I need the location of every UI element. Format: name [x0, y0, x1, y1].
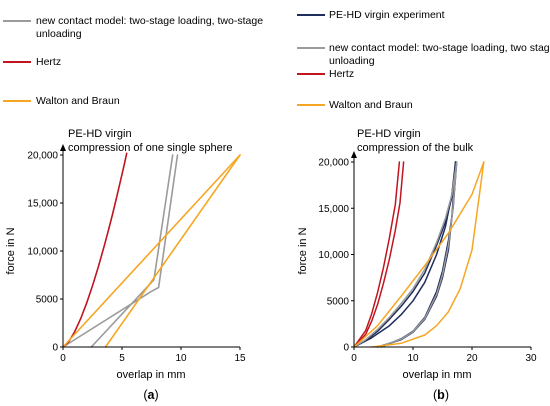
y-axis-label-a: force in N — [5, 227, 17, 274]
y-tick-label: 20,000 — [318, 158, 349, 169]
legend-label: Walton and Braun — [329, 99, 413, 111]
plot-area-b: 0 10 20 30 0 5000 10,000 15,000 20,000 — [318, 151, 537, 364]
series-line-b-6 — [353, 161, 401, 348]
x-tick-label: 15 — [234, 353, 246, 364]
series-line-a-2 — [62, 227, 110, 348]
y-axis-arrow-a — [60, 144, 66, 151]
chart-title-b: PE-HD virgin — [357, 128, 421, 140]
series-line-b-3 — [380, 161, 458, 348]
legend-entry: Hertz — [3, 56, 61, 68]
caption-letter-a: a — [148, 388, 156, 402]
caption-letter-b: b — [437, 388, 445, 402]
y-tick-label: 15,000 — [318, 204, 349, 215]
caption-paren-open: ( — [143, 388, 148, 402]
series-line-a-5 — [104, 154, 241, 348]
panel-caption-b: (b) — [433, 388, 449, 402]
panel-caption-a: (a) — [143, 388, 158, 402]
series-line-a-0 — [62, 154, 179, 348]
chart-subtitle-a: compression of one single sphere — [68, 142, 232, 154]
legend-a: new contact model: two-stage loading, tw… — [3, 15, 263, 107]
series-line-b-7 — [353, 161, 405, 348]
x-tick-label: 5 — [119, 353, 125, 364]
y-axis-label-b: force in N — [297, 227, 309, 274]
series-line-b-4 — [353, 161, 458, 348]
y-axis-arrow-b — [351, 151, 357, 158]
legend-label: PE-HD virgin experiment — [329, 9, 445, 21]
y-tick-label: 20,000 — [27, 151, 58, 162]
y-tick-label: 5000 — [327, 296, 350, 307]
chart-panel-a: new contact model: two-stage loading, tw… — [3, 15, 263, 402]
y-tick-label: 5000 — [36, 295, 59, 306]
y-tick-label: 0 — [343, 343, 349, 354]
x-tick-label: 30 — [525, 353, 537, 364]
legend-label: new contact model: two-stage loading, tw… — [329, 42, 550, 54]
series-line-a-1 — [90, 154, 174, 348]
x-tick-label: 20 — [466, 353, 478, 364]
legend-entry: Walton and Braun — [3, 95, 120, 107]
caption-paren-close: ) — [154, 388, 158, 402]
legend-label: Hertz — [329, 68, 354, 80]
legend-entry: PE-HD virgin experiment — [297, 9, 445, 21]
series-line-a-3 — [108, 152, 128, 229]
legend-entry: Hertz — [297, 68, 354, 80]
x-tick-label: 0 — [60, 353, 66, 364]
y-tick-label: 0 — [52, 343, 58, 354]
x-tick-label: 10 — [175, 353, 187, 364]
series-line-b-2 — [353, 161, 457, 348]
chart-panel-b: PE-HD virgin experiment new contact mode… — [297, 9, 550, 402]
series-line-b-9 — [370, 161, 485, 348]
legend-label: Walton and Braun — [36, 95, 120, 107]
caption-paren-close: ) — [445, 388, 449, 402]
chart-title-a: PE-HD virgin — [68, 128, 132, 140]
legend-entry: Walton and Braun — [297, 99, 413, 111]
legend-label: new contact model: two-stage loading, tw… — [36, 15, 263, 27]
x-axis-label-a: overlap in mm — [116, 369, 185, 381]
legend-label: unloading — [329, 55, 375, 67]
y-tick-label: 10,000 — [27, 247, 58, 258]
series-line-b-8 — [353, 161, 485, 348]
x-axis-label-b: overlap in mm — [402, 369, 471, 381]
legend-entry: new contact model: two-stage loading, tw… — [3, 15, 263, 40]
plot-area-a: 0 5 10 15 0 5000 10,000 15,000 20,000 — [27, 144, 246, 364]
x-tick-label: 0 — [351, 353, 357, 364]
x-tick-label: 10 — [407, 353, 419, 364]
y-tick-label: 15,000 — [27, 199, 58, 210]
legend-label: Hertz — [36, 56, 61, 68]
y-tick-label: 10,000 — [318, 250, 349, 261]
series-line-b-5 — [378, 161, 458, 348]
chart-subtitle-b: compression of the bulk — [357, 142, 474, 154]
legend-label: unloading — [36, 28, 82, 40]
series-line-a-4 — [62, 154, 241, 348]
caption-paren-open: ( — [433, 388, 438, 402]
legend-b: PE-HD virgin experiment new contact mode… — [297, 9, 550, 111]
legend-entry: new contact model: two-stage loading, tw… — [297, 42, 550, 67]
